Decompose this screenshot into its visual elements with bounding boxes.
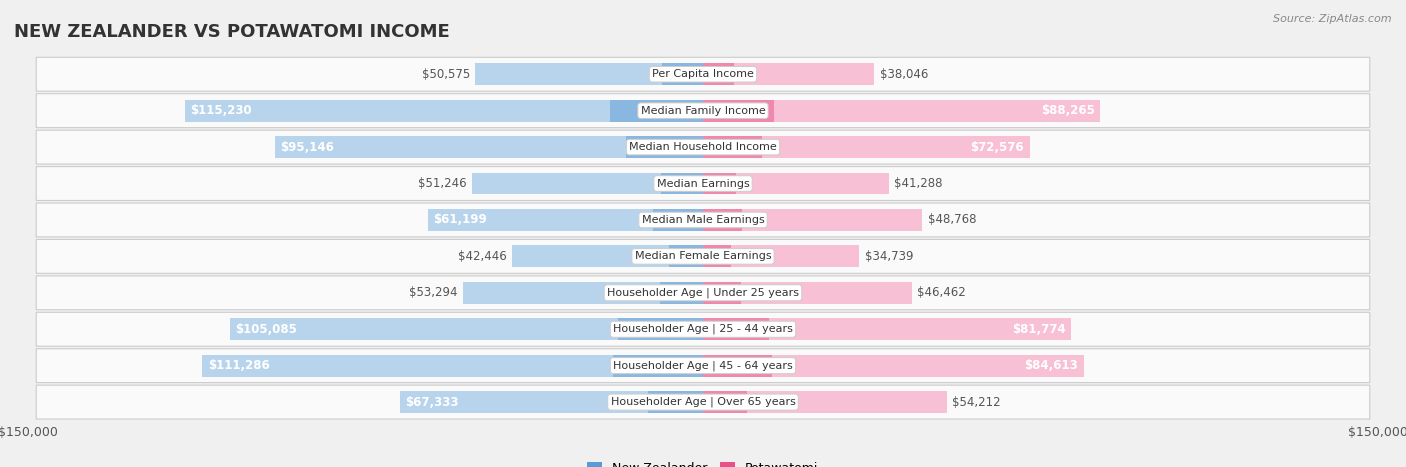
Text: $54,212: $54,212	[952, 396, 1001, 409]
Text: $48,768: $48,768	[928, 213, 976, 226]
Bar	[703, 64, 734, 85]
Text: Median Family Income: Median Family Income	[641, 106, 765, 116]
Text: Householder Age | 25 - 44 years: Householder Age | 25 - 44 years	[613, 324, 793, 334]
Text: $34,739: $34,739	[865, 250, 912, 263]
Bar	[648, 391, 703, 413]
Bar	[703, 100, 1099, 121]
Bar	[626, 136, 703, 158]
Text: $67,333: $67,333	[405, 396, 458, 409]
Text: Source: ZipAtlas.com: Source: ZipAtlas.com	[1274, 14, 1392, 24]
Text: $105,085: $105,085	[236, 323, 298, 336]
Bar	[472, 173, 703, 194]
Text: $115,230: $115,230	[190, 104, 252, 117]
Bar	[703, 282, 741, 304]
FancyBboxPatch shape	[37, 240, 1369, 273]
FancyBboxPatch shape	[37, 203, 1369, 237]
Bar	[669, 246, 703, 267]
Bar	[703, 246, 859, 267]
Bar	[703, 209, 742, 231]
Bar	[427, 209, 703, 231]
Bar	[475, 64, 703, 85]
Bar	[703, 100, 775, 121]
Bar	[184, 100, 703, 121]
FancyBboxPatch shape	[37, 57, 1369, 91]
Bar	[703, 282, 912, 304]
Text: Householder Age | Under 25 years: Householder Age | Under 25 years	[607, 288, 799, 298]
Text: $61,199: $61,199	[433, 213, 486, 226]
Text: $46,462: $46,462	[918, 286, 966, 299]
Bar	[703, 173, 889, 194]
Bar	[231, 318, 703, 340]
Text: $84,613: $84,613	[1025, 359, 1078, 372]
Text: Householder Age | Over 65 years: Householder Age | Over 65 years	[610, 397, 796, 407]
FancyBboxPatch shape	[37, 385, 1369, 419]
Text: Median Female Earnings: Median Female Earnings	[634, 251, 772, 262]
Bar	[610, 100, 703, 121]
Text: Median Male Earnings: Median Male Earnings	[641, 215, 765, 225]
Text: $111,286: $111,286	[208, 359, 270, 372]
Bar	[617, 318, 703, 340]
Text: $95,146: $95,146	[280, 141, 335, 154]
Text: $38,046: $38,046	[880, 68, 928, 81]
Bar	[613, 355, 703, 376]
Bar	[703, 318, 1071, 340]
Bar	[662, 64, 703, 85]
Text: Median Household Income: Median Household Income	[628, 142, 778, 152]
Bar	[703, 246, 731, 267]
Bar	[703, 173, 737, 194]
Bar	[703, 318, 769, 340]
Bar	[659, 282, 703, 304]
Bar	[654, 209, 703, 231]
FancyBboxPatch shape	[37, 167, 1369, 200]
Bar	[703, 136, 1029, 158]
FancyBboxPatch shape	[37, 94, 1369, 127]
Text: $51,246: $51,246	[419, 177, 467, 190]
FancyBboxPatch shape	[37, 349, 1369, 382]
Bar	[703, 64, 875, 85]
Bar	[202, 355, 703, 376]
Bar	[463, 282, 703, 304]
Bar	[703, 136, 762, 158]
Text: $88,265: $88,265	[1040, 104, 1095, 117]
Bar	[703, 209, 922, 231]
Text: Median Earnings: Median Earnings	[657, 178, 749, 189]
FancyBboxPatch shape	[37, 130, 1369, 164]
Bar	[703, 355, 772, 376]
Bar	[401, 391, 703, 413]
Text: Householder Age | 45 - 64 years: Householder Age | 45 - 64 years	[613, 361, 793, 371]
Bar	[703, 391, 946, 413]
Bar	[512, 246, 703, 267]
Text: $41,288: $41,288	[894, 177, 942, 190]
Legend: New Zealander, Potawatomi: New Zealander, Potawatomi	[582, 457, 824, 467]
Text: $72,576: $72,576	[970, 141, 1024, 154]
FancyBboxPatch shape	[37, 276, 1369, 310]
Bar	[703, 355, 1084, 376]
Text: $53,294: $53,294	[409, 286, 458, 299]
Text: Per Capita Income: Per Capita Income	[652, 69, 754, 79]
FancyBboxPatch shape	[37, 312, 1369, 346]
Bar	[661, 173, 703, 194]
Bar	[276, 136, 703, 158]
Text: NEW ZEALANDER VS POTAWATOMI INCOME: NEW ZEALANDER VS POTAWATOMI INCOME	[14, 23, 450, 42]
Text: $42,446: $42,446	[458, 250, 506, 263]
Text: $81,774: $81,774	[1012, 323, 1066, 336]
Text: $50,575: $50,575	[422, 68, 470, 81]
Bar	[703, 391, 747, 413]
